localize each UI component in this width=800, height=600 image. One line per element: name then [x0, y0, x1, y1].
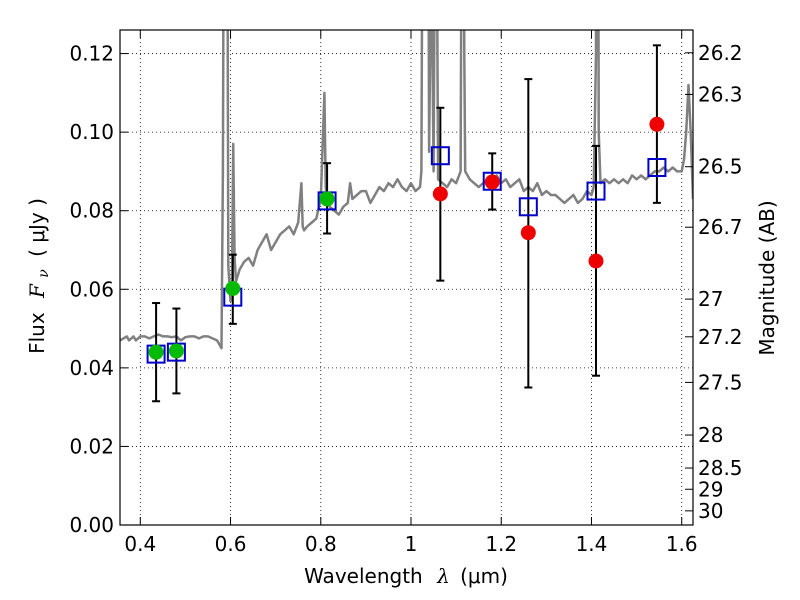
y-tick-label: 0.02 — [69, 434, 114, 458]
observed-point — [168, 343, 184, 359]
observed-point — [225, 281, 241, 296]
observed-point — [319, 191, 335, 207]
y2-tick-label: 26.7 — [698, 215, 743, 239]
model-square — [647, 158, 667, 177]
y-axis-label: Flux F ν ( μJy ) — [25, 198, 53, 354]
observed-point — [432, 186, 448, 202]
y-tick-label: 0.00 — [69, 513, 114, 537]
model-square — [430, 146, 450, 166]
observed-points — [148, 116, 665, 360]
y2-axis-label: Magnitude (AB) — [755, 200, 779, 355]
y2-tick-label: 28.5 — [698, 456, 743, 480]
model-square — [586, 181, 606, 201]
x-tick-label: 0.8 — [305, 532, 337, 556]
x-axis-label: Wavelength λ (μm) — [304, 564, 508, 588]
x-tick-label: 1.2 — [485, 532, 517, 556]
y-tick-label: 0.08 — [69, 199, 114, 223]
observed-point — [520, 225, 536, 241]
x-tick-label: 0.6 — [215, 532, 247, 556]
y-tick-label: 0.06 — [69, 277, 114, 301]
y2-tick-label: 30 — [698, 499, 723, 523]
observed-point — [484, 174, 500, 190]
y2-tick-label: 29 — [698, 477, 723, 501]
y2-tick-label: 26.5 — [698, 155, 743, 179]
y2-tick-label: 26.3 — [698, 82, 743, 106]
y-tick-label: 0.10 — [69, 120, 114, 144]
x-tick-label: 1 — [405, 532, 418, 556]
x-tick-label: 0.4 — [124, 532, 156, 556]
y-tick-label: 0.04 — [69, 356, 114, 380]
plot-area — [120, 30, 693, 403]
x-tick-label: 1.4 — [576, 532, 608, 556]
grid-lines — [120, 30, 693, 526]
model-square — [518, 197, 538, 217]
model-square — [482, 171, 502, 191]
y-axis-ticks: 0.00 0.02 0.04 0.06 0.08 0.10 0.12 — [69, 42, 128, 537]
model-spectrum-line — [120, 30, 693, 350]
y2-tick-label: 27 — [698, 287, 723, 311]
x-tick-label: 1.6 — [666, 532, 698, 556]
x-axis-ticks: 0.4 0.6 0.8 1 1.2 1.4 1.6 — [124, 30, 698, 556]
y2-tick-label: 27.5 — [698, 370, 743, 394]
model-photometry-squares — [146, 146, 667, 364]
y-tick-label: 0.12 — [69, 42, 114, 66]
observed-point — [588, 253, 604, 269]
observed-point — [148, 344, 164, 360]
y2-tick-label: 27.2 — [698, 325, 743, 349]
y2-tick-label: 28 — [698, 423, 723, 447]
plot-frame — [119, 29, 694, 526]
y2-tick-label: 26.2 — [698, 41, 743, 65]
observed-point — [649, 116, 665, 132]
